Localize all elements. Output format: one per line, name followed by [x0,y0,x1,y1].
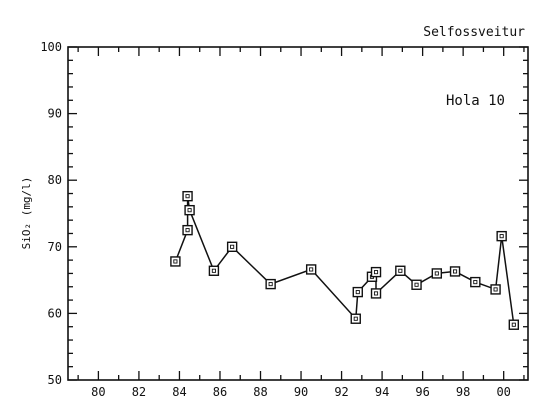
data-point [352,286,363,298]
data-point [182,224,193,236]
plot-frame [67,46,529,381]
data-point-inner [309,267,314,272]
data-point-inner [499,234,504,239]
data-point [490,284,501,295]
data-point-inner [493,287,498,292]
x-tick-label: 86 [213,385,227,399]
y-tick-label: 90 [48,107,62,121]
data-point-inner [268,282,273,287]
chart-title: Selfossveitur [423,25,525,40]
data-point [395,265,406,276]
data-point [170,256,181,267]
data-point-inner [398,268,403,273]
data-point [265,278,276,290]
y-tick-label: 100 [40,40,62,54]
data-point-inner [414,282,419,287]
data-point-inner [511,322,516,327]
x-tick-label: 92 [334,385,348,399]
data-point [449,266,461,277]
data-point [226,241,238,253]
y-tick-label: 80 [48,173,62,187]
y-axis-label: SiO₂ (mg/l) [20,177,33,250]
data-point-inner [452,269,458,274]
data-point-inner [185,228,190,233]
data-point-inner [355,290,360,295]
data-point [431,268,443,279]
x-tick-label: 90 [294,385,308,399]
data-point-inner [373,270,379,275]
x-tick-labels: 80 82 84 86 88 90 92 94 96 98 00 [91,385,511,399]
y-tick-label: 70 [48,240,62,254]
data-point [370,266,382,278]
y-tick-label: 50 [48,373,62,387]
x-tick-label: 80 [91,385,105,399]
x-tick-label: 88 [253,385,267,399]
data-series [170,190,520,330]
series-annotation: Hola 10 [446,93,505,109]
x-tick-label: 94 [375,385,389,399]
data-point-inner [230,244,235,249]
data-point [182,190,193,202]
data-point [470,276,481,288]
data-point-inner [187,208,192,213]
data-point [305,264,317,275]
data-point [496,230,507,242]
data-point-inner [353,316,358,321]
data-point [411,279,422,290]
data-point-inner [373,291,379,296]
data-point-inner [434,271,439,276]
axis-ticks [68,46,528,381]
x-tick-label: 00 [496,385,510,399]
series-line [174,196,515,325]
y-tick-label: 60 [48,306,62,320]
data-point [350,313,361,324]
data-point-inner [473,280,478,285]
y-tick-labels: 50 60 70 80 90 100 [40,40,62,387]
x-tick-label: 98 [456,385,470,399]
data-point [508,319,520,330]
data-point-inner [173,259,178,264]
data-point [208,265,220,276]
x-tick-label: 82 [132,385,146,399]
x-tick-label: 96 [415,385,429,399]
data-point-inner [211,268,216,273]
data-point [370,288,382,299]
data-point [184,204,195,216]
x-tick-label: 84 [172,385,186,399]
data-point-inner [185,194,190,199]
